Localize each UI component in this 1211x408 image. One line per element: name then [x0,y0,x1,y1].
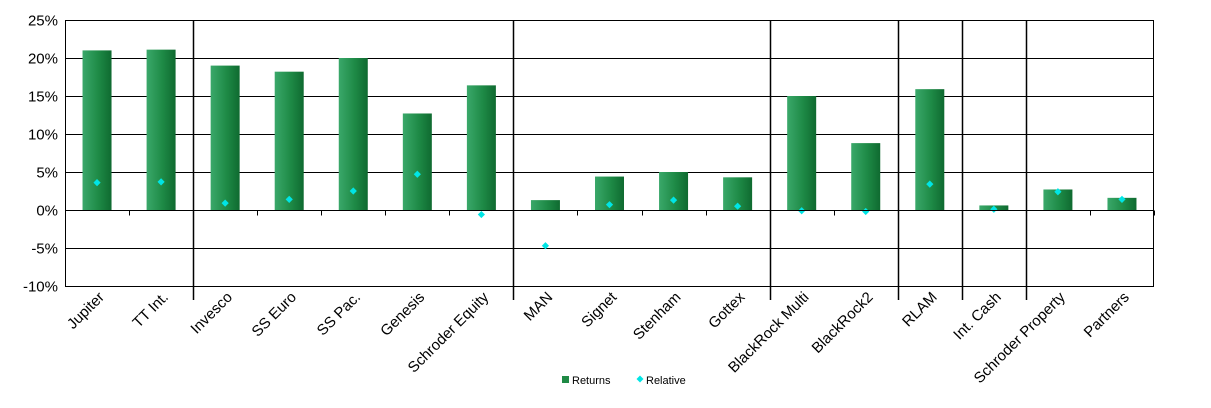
x-tick-label: Jupiter [64,289,108,333]
x-tick-label: BlackRock2 [809,289,877,357]
relative-point [669,196,678,204]
x-tick-labels: Jupiter TT Int. Invesco SS Euro SS Pac. Genes… [64,288,1133,387]
returns-bar [787,96,817,210]
returns-bar [402,113,432,210]
relative-point [541,242,550,250]
y-tick-label: 20% [28,51,58,68]
relative-point [157,178,165,186]
y-tick-label: 15% [28,89,58,106]
x-tick-label: TT Int. [129,289,171,331]
relative-point [221,199,229,207]
legend-marker-relative [636,375,644,383]
returns-bar [851,143,881,210]
axes [65,20,1155,286]
x-tick-label: RLAM [899,289,940,330]
x-tick-label: Genesis [377,289,428,340]
x-tick-label: Stenham [630,289,684,343]
returns-bar [338,58,368,210]
y-tick-label: 10% [28,127,58,144]
x-tick-label: Int. Cash [950,289,1004,343]
relative-point [926,180,934,188]
relative-point [605,201,614,209]
relative-point [1054,188,1062,196]
group-separators [192,20,1028,300]
legend-swatch-returns [562,376,569,383]
returns-bar [659,172,689,210]
relative-point [990,205,998,213]
relative-point [413,170,421,178]
returns-bar [1043,189,1073,210]
x-tick-label: MAN [521,289,557,325]
x-tick-label: SS Euro [249,289,301,341]
x-tick-label: Gottex [705,288,749,332]
returns-bar [146,49,176,210]
returns-bar [466,85,496,210]
x-tick-label: Partners [1081,289,1133,341]
relative-point [477,210,485,219]
relative-point [285,195,293,203]
y-tick-labels: -10% -5% 0% 5% 10% 15% 20% 25% [23,13,58,296]
relative-point [93,179,101,187]
relative-point [349,187,357,195]
x-tick-label: Invesco [187,289,236,338]
legend-label-relative: Relative [646,375,686,387]
returns-bar [210,65,240,210]
y-tick-label: 0% [36,203,58,220]
returns-bar [915,89,945,210]
returns-bar [1107,197,1137,210]
returns-bar [274,71,304,211]
returns-bar [530,200,560,210]
legend-label-returns: Returns [572,375,611,387]
x-tick-label: Signet [578,288,621,331]
x-tick-label: SS Pac. [314,289,364,339]
legend: Returns Relative [562,375,686,387]
y-tick-label: 25% [28,13,58,30]
returns-bars [82,49,1137,211]
relative-point [862,207,870,216]
relative-point [1118,195,1126,203]
y-tick-label: -10% [23,279,58,296]
y-tick-label: 5% [36,165,58,182]
y-tick-label: -5% [31,241,58,258]
relative-point [734,202,742,210]
relative-points [93,170,1126,250]
